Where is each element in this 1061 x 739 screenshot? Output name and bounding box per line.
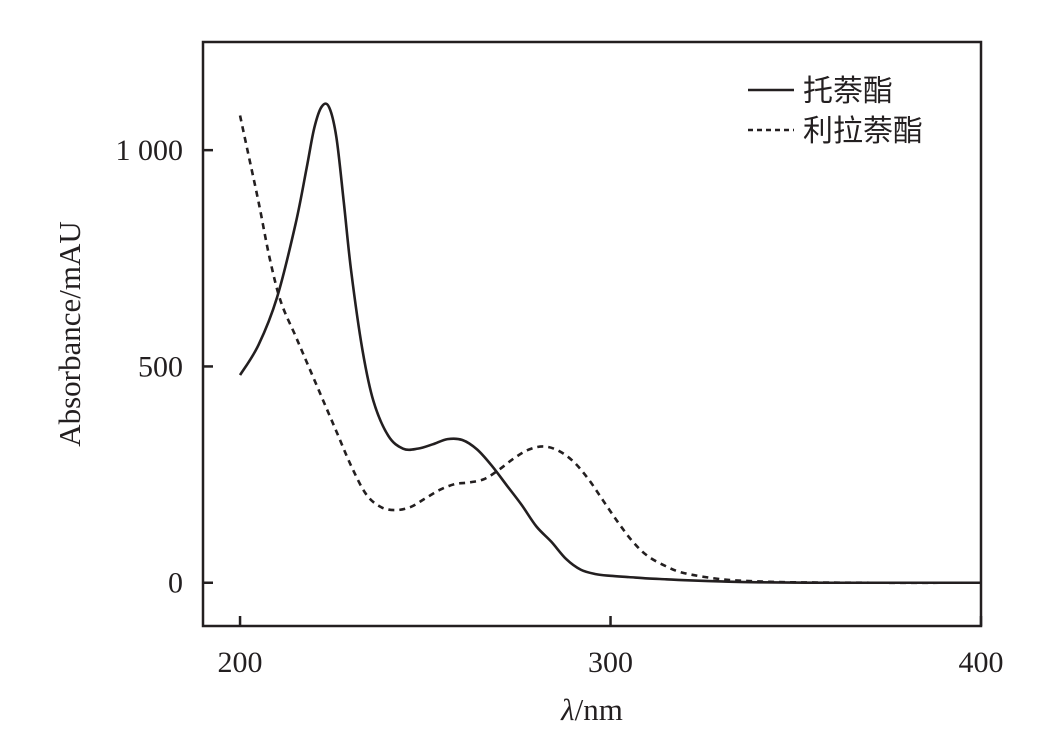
y-axis-label: Absorbance/mAU [52,221,87,447]
x-axis-ticks: 200 300 400 [218,616,1004,679]
y-axis-ticks: 0 500 1 000 [116,134,213,600]
series-line-tolnaftate [238,102,981,585]
x-tick-label: 200 [218,646,263,679]
x-axis-label-symbol: λ [560,692,574,727]
legend-label-tolnaftate: 托萘酯 [803,74,893,109]
y-tick-label: 1 000 [116,134,184,167]
legend-label-liranaftate: 利拉萘酯 [803,114,923,149]
plot-frame [201,40,983,628]
x-axis-label: λ/nm [560,692,623,727]
y-tick-label: 0 [168,567,183,600]
x-tick-label: 400 [959,646,1004,679]
series-line-liranaftate [238,115,982,585]
y-tick-label: 500 [138,350,183,383]
legend: 托萘酯 利拉萘酯 [748,74,923,149]
x-tick-label: 300 [588,646,633,679]
x-axis-label-unit: /nm [575,692,623,727]
series-layer [238,102,982,585]
